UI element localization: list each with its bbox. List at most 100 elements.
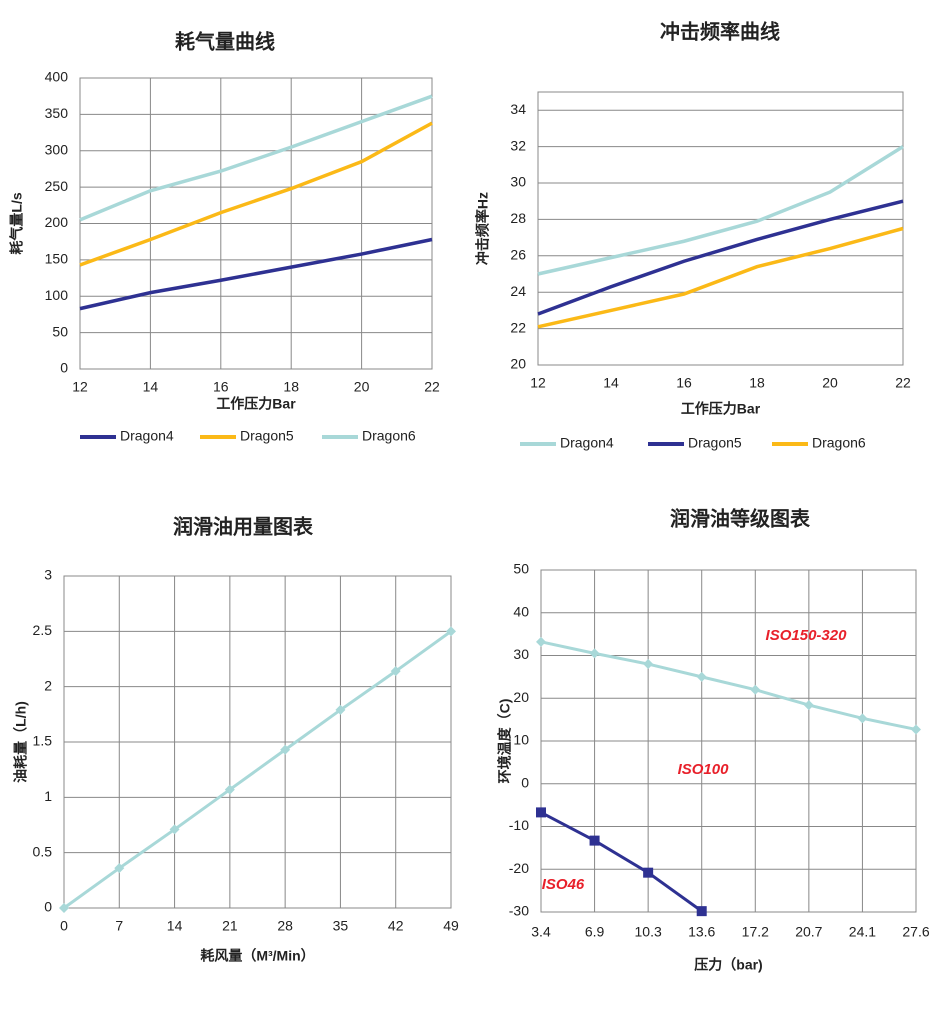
y-tick-label: -10 [509,817,529,833]
x-tick-label: 35 [333,918,349,934]
point-marker [335,704,346,715]
x-tick-label: 42 [388,918,404,934]
x-tick-label: 22 [424,379,440,395]
y-tick-label: 28 [510,210,526,226]
y-tick-label: 50 [52,323,68,339]
region-label: ISO100 [678,761,730,778]
x-tick-label: 22 [895,375,911,391]
legend-label: Dragon6 [812,435,866,451]
x-tick-label: 14 [167,918,183,934]
point-marker [390,666,401,677]
point-marker [696,906,707,917]
series-line [537,199,904,316]
series-line [537,145,904,276]
y-tick-label: 30 [513,646,529,662]
y-axis-label: 环境温度（C) [497,699,513,784]
point-marker [857,713,868,724]
region-label: ISO150-320 [766,627,848,644]
x-tick-label: 7 [115,918,123,934]
x-tick-label: 14 [603,375,619,391]
y-tick-label: 32 [510,137,526,153]
chart-title: 润滑油用量图表 [173,514,314,538]
x-tick-label: 12 [72,379,88,395]
y-tick-label: 2.5 [33,622,53,638]
x-tick-label: 17.2 [742,924,769,940]
y-tick-label: 2 [44,677,52,693]
point-marker [643,659,654,670]
y-tick-label: 34 [510,101,526,117]
chart-title: 润滑油等级图表 [670,506,811,530]
x-tick-label: 27.6 [902,924,929,940]
x-tick-label: 6.9 [585,924,605,940]
x-tick-label: 18 [283,379,299,395]
y-axis-label: 冲击频率Hz [475,192,491,265]
x-tick-label: 0 [60,918,68,934]
y-tick-label: 100 [45,287,69,303]
y-tick-label: 350 [45,105,69,121]
plot-frame [537,91,904,366]
y-tick-label: 22 [510,319,526,335]
x-tick-label: 28 [277,918,293,934]
y-tick-label: 24 [510,283,526,299]
y-tick-label: 3 [44,567,52,583]
y-tick-label: 300 [45,141,69,157]
y-tick-label: 0 [521,774,529,790]
y-tick-label: 400 [45,69,69,85]
point-marker [59,903,69,913]
point-marker [750,684,761,695]
point-marker [589,648,600,659]
y-tick-label: 1 [44,788,52,804]
y-axis-label: 油耗量（L/h) [13,701,29,783]
y-tick-label: 20 [513,689,529,705]
point-marker [536,636,546,647]
point-marker [803,700,814,711]
region-label: ISO46 [542,876,585,893]
y-tick-label: 0 [60,360,68,376]
point-marker [589,835,600,846]
x-tick-label: 16 [676,375,692,391]
y-tick-label: 26 [510,247,526,263]
x-tick-label: 18 [749,375,765,391]
y-tick-label: -30 [509,903,529,919]
y-tick-label: 1.5 [33,733,53,749]
y-tick-label: 200 [45,214,69,230]
x-tick-label: 13.6 [688,924,715,940]
legend-label: Dragon5 [688,435,742,451]
x-tick-label: 24.1 [849,924,876,940]
legend-label: Dragon4 [120,428,174,444]
y-tick-label: 10 [513,732,529,748]
legend-label: Dragon5 [240,428,294,444]
y-tick-label: 0.5 [33,843,53,859]
series-line [537,226,904,329]
chart-title: 耗气量曲线 [175,29,275,53]
x-tick-label: 14 [143,379,159,395]
y-tick-label: 30 [510,174,526,190]
x-tick-label: 49 [443,918,459,934]
series-line [79,237,433,311]
y-tick-label: 20 [510,356,526,372]
y-tick-label: 50 [513,561,529,577]
point-marker [696,671,707,682]
series-line [540,640,917,731]
series-line [79,121,433,267]
x-axis-label: 压力（bar) [694,957,762,973]
y-tick-label: 0 [44,899,52,915]
series-line [63,630,452,910]
x-tick-label: 20.7 [795,924,822,940]
chart-title: 冲击频率曲线 [660,19,780,43]
x-axis-label: 耗风量（M³/Min） [200,948,314,964]
x-tick-label: 3.4 [531,924,551,940]
point-marker [114,863,125,874]
y-tick-label: 40 [513,603,529,619]
x-tick-label: 12 [530,375,546,391]
x-tick-label: 10.3 [635,924,662,940]
x-axis-label: 工作压力Bar [681,401,761,417]
point-marker [280,744,291,755]
series-line [79,94,433,222]
x-tick-label: 16 [213,379,229,395]
x-axis-label: 工作压力Bar [216,396,296,412]
y-tick-label: 150 [45,251,69,267]
x-tick-label: 20 [822,375,838,391]
point-marker [446,626,456,637]
